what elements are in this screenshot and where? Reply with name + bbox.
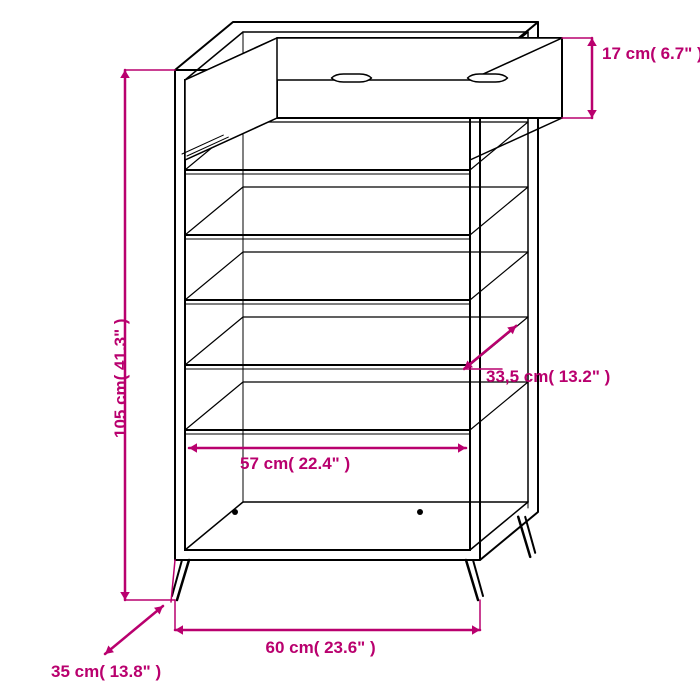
dim-depth-label: 35 cm( 13.8" ): [51, 662, 161, 682]
dim-inner-width-label: 57 cm( 22.4" ): [240, 454, 350, 474]
dim-shelf-depth-label: 33,5 cm( 13.2" ): [486, 367, 610, 387]
dim-height-label: 105 cm( 41.3" ): [111, 318, 131, 438]
dim-drawer-h-label: 17 cm( 6.7" ): [602, 44, 700, 64]
dim-width-label: 60 cm( 23.6" ): [266, 638, 376, 658]
